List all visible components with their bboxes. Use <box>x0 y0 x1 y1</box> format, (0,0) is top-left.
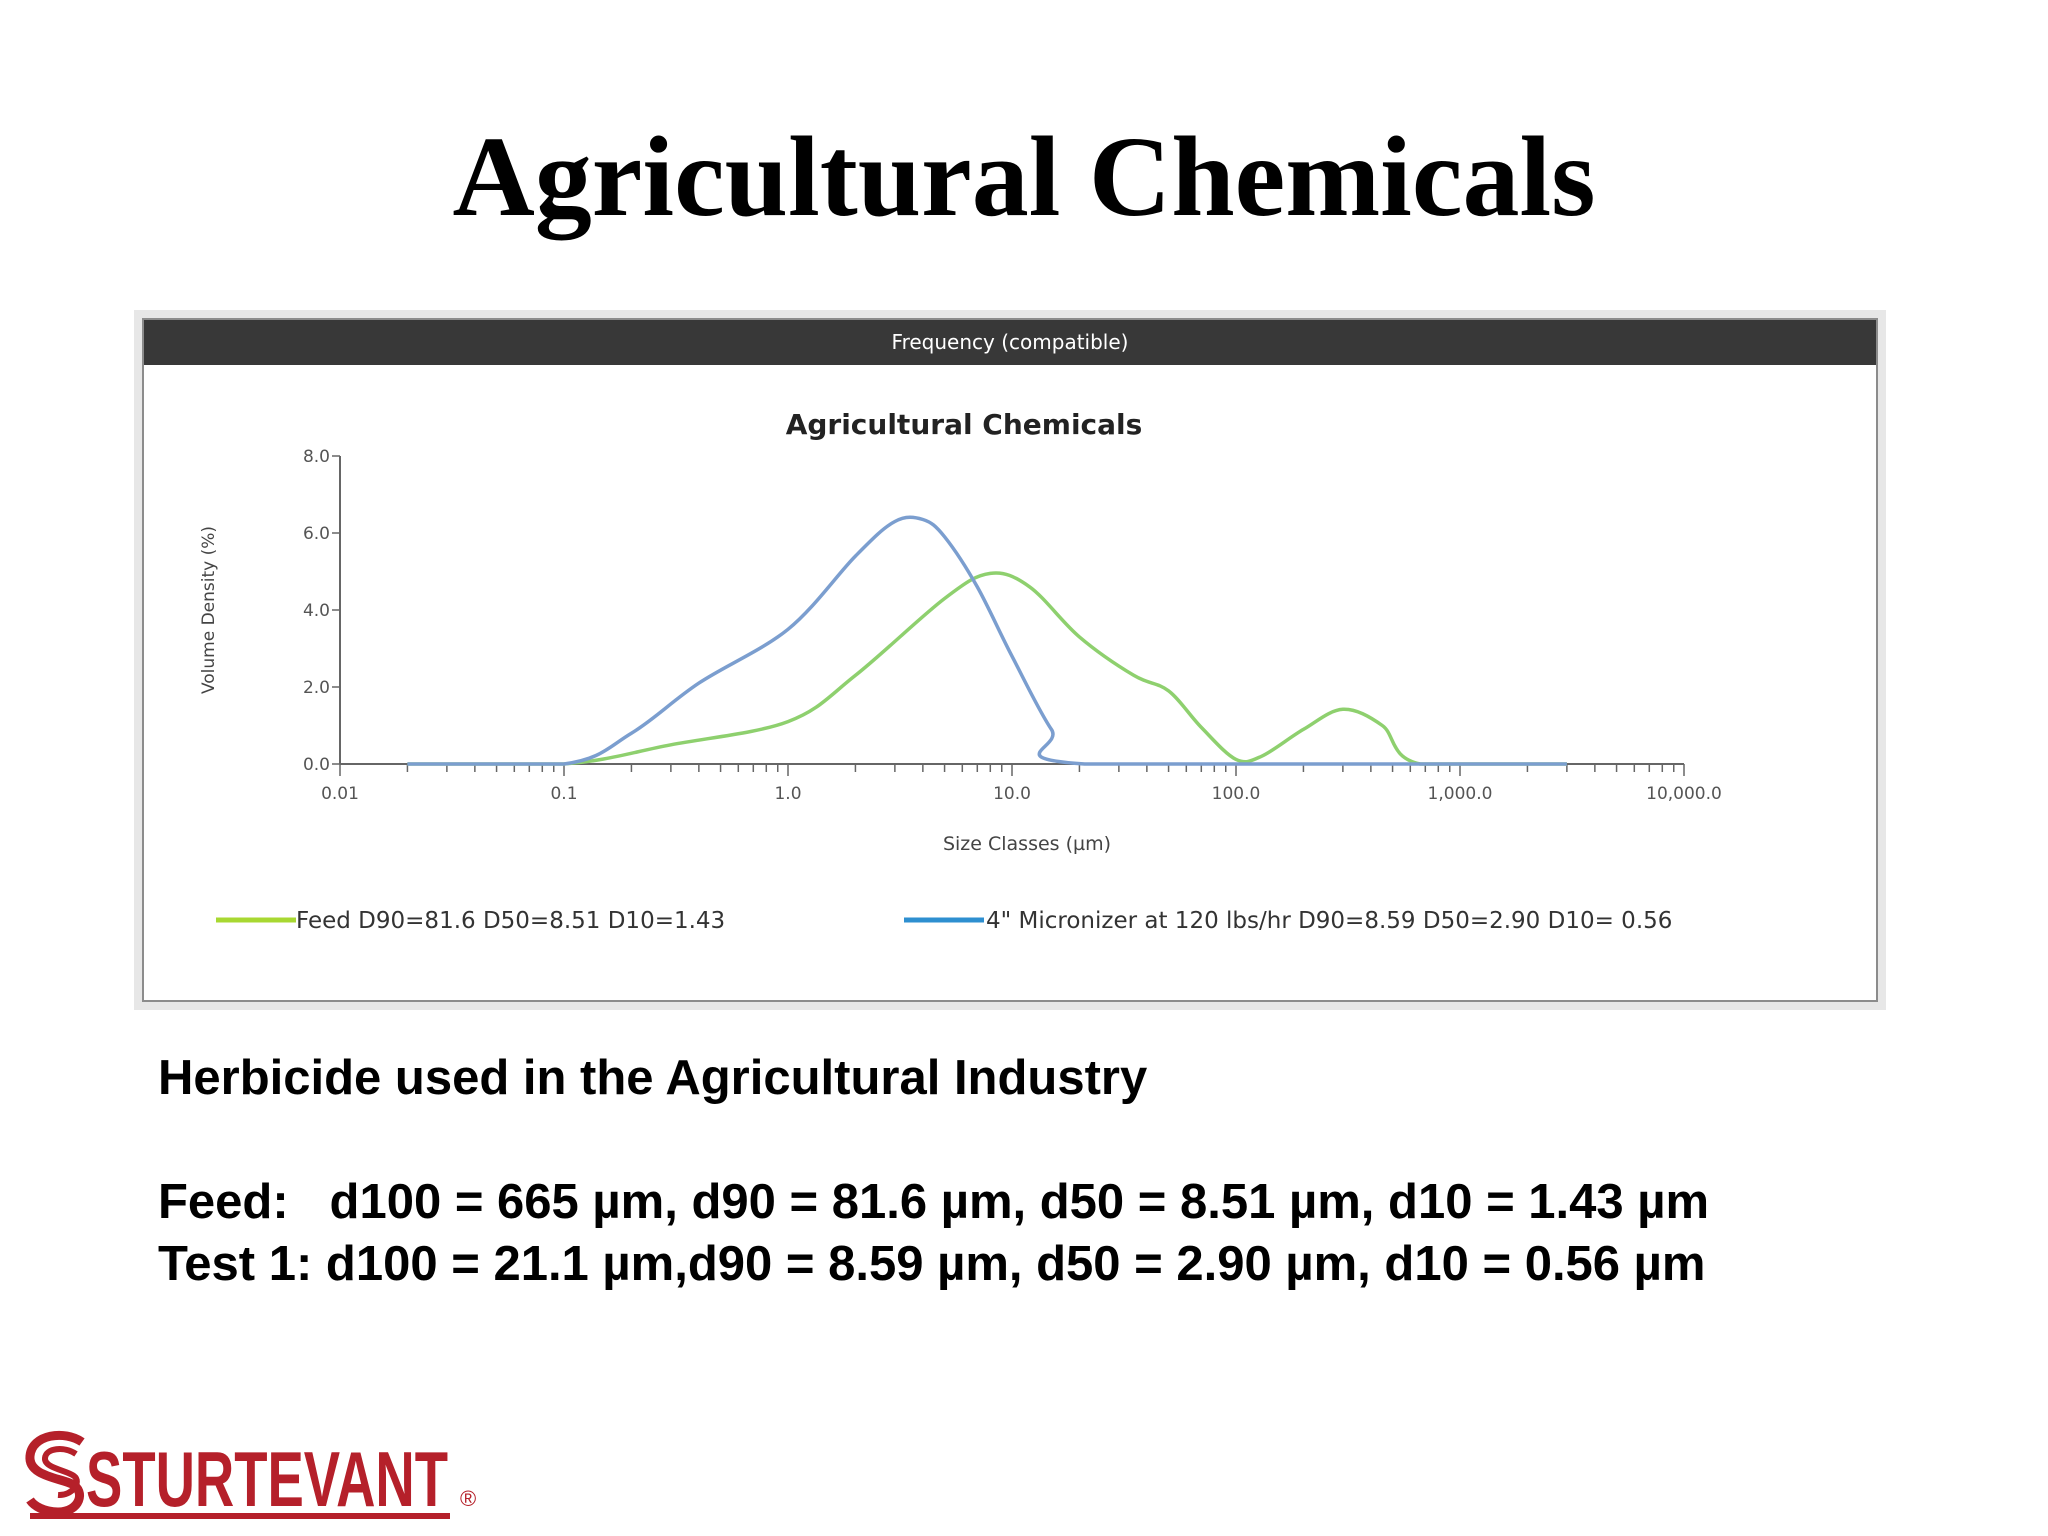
sturtevant-logo: STURTEVANT ® <box>25 1430 476 1523</box>
logo-s-swirl-outer <box>25 1430 85 1517</box>
chart-header: Frequency (compatible) <box>144 320 1876 365</box>
y-tick-label: 8.0 <box>303 447 330 467</box>
feed-summary: Feed: d100 = 665 µm, d90 = 81.6 µm, d50 … <box>158 1175 1710 1229</box>
y-tick-label: 4.0 <box>303 601 330 621</box>
x-tick-label: 100.0 <box>1212 784 1261 804</box>
subtitle-text: Herbicide used in the Agricultural Indus… <box>158 1051 1148 1105</box>
y-tick-label: 0.0 <box>303 755 330 775</box>
x-axis-label: Size Classes (µm) <box>943 833 1111 855</box>
y-axis-label: Volume Density (%) <box>199 526 219 694</box>
x-tick-label: 10.0 <box>993 784 1031 804</box>
test-summary: Test 1: d100 = 21.1 µm,d90 = 8.59 µm, d5… <box>158 1237 1706 1291</box>
frequency-chart: Agricultural Chemicals 0.0 2.0 4.0 6.0 8.0 0.0… <box>199 408 1722 934</box>
x-tick-label: 1.0 <box>774 784 801 804</box>
y-tick-label: 6.0 <box>303 524 330 544</box>
legend-label-1: Feed D90=81.6 D50=8.51 D10=1.43 <box>296 908 725 934</box>
logo-s-swirl-inner <box>42 1446 80 1498</box>
x-tick-label: 0.1 <box>550 784 577 804</box>
y-tick-label: 2.0 <box>303 678 330 698</box>
x-tick-label: 0.01 <box>321 784 359 804</box>
slide-title: Agricultural Chemicals <box>452 113 1596 240</box>
logo-wordmark: STURTEVANT <box>86 1435 448 1523</box>
series-line-1 <box>407 571 1567 766</box>
chart-title: Agricultural Chemicals <box>786 408 1143 441</box>
registered-mark-icon: ® <box>460 1486 476 1511</box>
chart-panel: Frequency (compatible) Agricultural Chem… <box>142 318 1878 1002</box>
x-tick-label: 10,000.0 <box>1646 784 1722 804</box>
legend-label-2: 4" Micronizer at 120 lbs/hr D90=8.59 D50… <box>986 908 1672 934</box>
x-tick-label: 1,000.0 <box>1428 784 1493 804</box>
series-line-2 <box>407 515 1567 766</box>
chart-frame: Frequency (compatible) Agricultural Chem… <box>134 310 1886 1010</box>
